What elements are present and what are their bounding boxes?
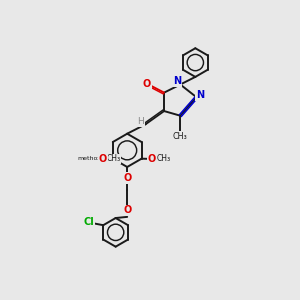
Text: N: N: [196, 90, 204, 100]
Text: O: O: [99, 154, 107, 164]
Text: methoxy: methoxy: [78, 156, 105, 161]
Text: O: O: [148, 154, 156, 164]
Text: Cl: Cl: [83, 218, 94, 227]
Text: CH₃: CH₃: [173, 131, 188, 140]
Text: N: N: [173, 76, 182, 86]
Text: O: O: [123, 173, 131, 183]
Text: CH₃: CH₃: [107, 154, 121, 164]
Text: O: O: [143, 79, 151, 88]
Text: O: O: [123, 206, 131, 215]
Text: H: H: [137, 117, 144, 126]
Text: CH₃: CH₃: [157, 154, 171, 164]
